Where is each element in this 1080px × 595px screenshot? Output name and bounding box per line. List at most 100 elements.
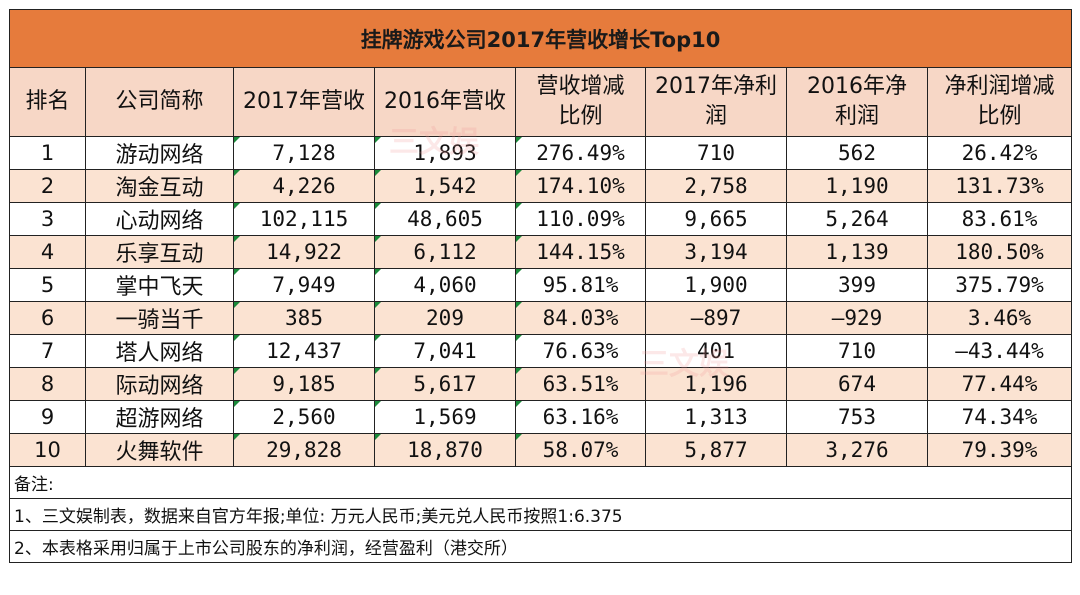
cell-rev2017: 7,949: [233, 268, 375, 302]
cell-np-change: 26.42%: [926, 136, 1073, 170]
cell-rev-change: 76.63%: [515, 334, 646, 368]
cell-rev-change: 95.81%: [515, 268, 646, 302]
cell-np-change: 79.39%: [926, 433, 1073, 467]
cell-rev-change: 144.15%: [515, 235, 646, 269]
cell-rev2017: 12,437: [233, 334, 375, 368]
cell-rev2016: 5,617: [374, 367, 516, 401]
cell-np2017: 1,196: [645, 367, 787, 401]
cell-rank: 5: [9, 268, 86, 302]
cell-name: 超游网络: [85, 400, 234, 434]
cell-np2016: 710: [786, 334, 928, 368]
cell-rev-change: 174.10%: [515, 169, 646, 203]
header-rev2016: 2016年营收: [374, 67, 516, 137]
cell-rev2016: 1,542: [374, 169, 516, 203]
notes-label: 备注:: [8, 466, 1073, 499]
cell-name: 火舞软件: [85, 433, 234, 467]
cell-np2017: 9,665: [645, 202, 787, 236]
cell-rev2017: 29,828: [233, 433, 375, 467]
cell-rev-change: 63.16%: [515, 400, 646, 434]
revenue-table-sheet: 挂牌游戏公司2017年营收增长Top10 排名 公司简称 2017年营收 201…: [8, 9, 1073, 563]
header-rank: 排名: [9, 67, 86, 137]
cell-rev-change: 276.49%: [515, 136, 646, 170]
cell-np2016: —929: [786, 301, 928, 335]
cell-name: 心动网络: [85, 202, 234, 236]
cell-np2017: 710: [645, 136, 787, 170]
cell-np-change: 74.34%: [926, 400, 1073, 434]
cell-np2017: 1,900: [645, 268, 787, 302]
cell-rev2017: 4,226: [233, 169, 375, 203]
cell-rev2016: 209: [374, 301, 516, 335]
cell-rev-change: 110.09%: [515, 202, 646, 236]
cell-rev-change: 63.51%: [515, 367, 646, 401]
cell-np-change: —43.44%: [926, 334, 1073, 368]
cell-np2017: 3,194: [645, 235, 787, 269]
cell-name: 一骑当千: [85, 301, 234, 335]
table-row: 5 掌中飞天 7,949 4,060 95.81% 1,900 399 375.79%: [9, 268, 1073, 302]
cell-np-change: 83.61%: [926, 202, 1073, 236]
cell-rev2017: 2,560: [233, 400, 375, 434]
cell-rank: 8: [9, 367, 86, 401]
cell-np2016: 674: [786, 367, 928, 401]
revenue-table: 挂牌游戏公司2017年营收增长Top10 排名 公司简称 2017年营收 201…: [8, 9, 1073, 563]
cell-rev2016: 6,112: [374, 235, 516, 269]
cell-rank: 3: [9, 202, 86, 236]
cell-name: 游动网络: [85, 136, 234, 170]
header-row: 排名 公司简称 2017年营收 2016年营收 营收增减 比例 2017年净利润 …: [9, 67, 1073, 137]
notes-line-2: 2、本表格采用归属于上市公司股东的净利润，经营盈利（港交所）: [8, 530, 1073, 563]
cell-rank: 2: [9, 169, 86, 203]
cell-rev2017: 385: [233, 301, 375, 335]
cell-name: 淘金互动: [85, 169, 234, 203]
notes-line-1: 1、三文娱制表，数据来自官方年报;单位: 万元人民币;美元兑人民币按照1:6.3…: [8, 498, 1073, 531]
cell-np2016: 562: [786, 136, 928, 170]
cell-np2016: 1,139: [786, 235, 928, 269]
cell-np-change: 3.46%: [926, 301, 1073, 335]
cell-rev2016: 48,605: [374, 202, 516, 236]
cell-rev2017: 9,185: [233, 367, 375, 401]
cell-rank: 6: [9, 301, 86, 335]
cell-rank: 4: [9, 235, 86, 269]
cell-rev2016: 18,870: [374, 433, 516, 467]
cell-name: 塔人网络: [85, 334, 234, 368]
cell-rev-change: 84.03%: [515, 301, 646, 335]
table-row: 3 心动网络 102,115 48,605 110.09% 9,665 5,264 83.61…: [9, 202, 1073, 236]
cell-np2017: 1,313: [645, 400, 787, 434]
cell-rev2016: 7,041: [374, 334, 516, 368]
cell-np2016: 753: [786, 400, 928, 434]
cell-np2017: 2,758: [645, 169, 787, 203]
cell-np2017: 5,877: [645, 433, 787, 467]
cell-np-change: 131.73%: [926, 169, 1073, 203]
header-name: 公司简称: [85, 67, 234, 137]
cell-np2017: —897: [645, 301, 787, 335]
cell-rank: 9: [9, 400, 86, 434]
cell-name: 乐享互动: [85, 235, 234, 269]
table-row: 6 一骑当千 385 209 84.03% —897 —929 3.46%: [9, 301, 1073, 335]
cell-np2017: 401: [645, 334, 787, 368]
header-np2016: 2016年净 利润: [786, 67, 928, 137]
cell-np-change: 375.79%: [926, 268, 1073, 302]
cell-rev2017: 102,115: [233, 202, 375, 236]
cell-rank: 1: [9, 136, 86, 170]
table-row: 2 淘金互动 4,226 1,542 174.10% 2,758 1,190 131.73%: [9, 169, 1073, 203]
cell-rev2017: 14,922: [233, 235, 375, 269]
cell-np2016: 5,264: [786, 202, 928, 236]
cell-rev-change: 58.07%: [515, 433, 646, 467]
header-np2017: 2017年净利润: [645, 67, 787, 137]
table-row: 7 塔人网络 12,437 7,041 76.63% 401 710 —43.44%: [9, 334, 1073, 368]
cell-np2016: 3,276: [786, 433, 928, 467]
header-rev2017: 2017年营收: [233, 67, 375, 137]
table-row: 9 超游网络 2,560 1,569 63.16% 1,313 753 74.34%: [9, 400, 1073, 434]
cell-rev2016: 1,569: [374, 400, 516, 434]
cell-rank: 10: [9, 433, 86, 467]
table-row: 8 际动网络 9,185 5,617 63.51% 1,196 674 77.44%: [9, 367, 1073, 401]
header-np-change: 净利润增减 比例: [926, 67, 1073, 137]
cell-rev2016: 4,060: [374, 268, 516, 302]
table-row: 10 火舞软件 29,828 18,870 58.07% 5,877 3,276 79.39%: [9, 433, 1073, 467]
cell-np2016: 1,190: [786, 169, 928, 203]
table-row: 1 游动网络 7,128 1,893 276.49% 710 562 26.42%: [9, 136, 1073, 170]
cell-np-change: 180.50%: [926, 235, 1073, 269]
cell-name: 际动网络: [85, 367, 234, 401]
cell-np2016: 399: [786, 268, 928, 302]
cell-name: 掌中飞天: [85, 268, 234, 302]
table-row: 4 乐享互动 14,922 6,112 144.15% 3,194 1,139 180.50%: [9, 235, 1073, 269]
cell-rank: 7: [9, 334, 86, 368]
